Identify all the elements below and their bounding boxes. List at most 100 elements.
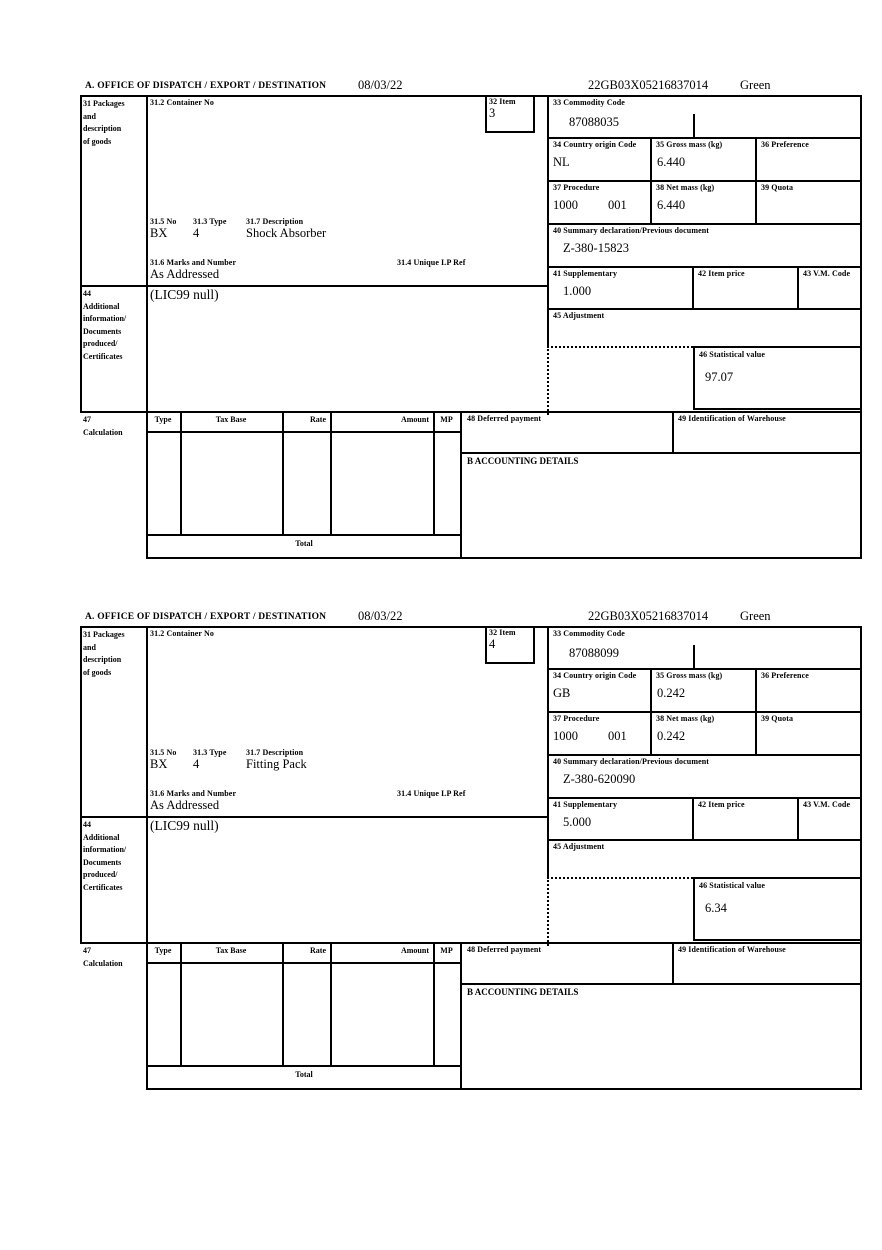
grid-line bbox=[330, 942, 332, 1065]
label-line: information/ bbox=[83, 314, 127, 323]
commodity-code-label: 33 Commodity Code bbox=[553, 98, 625, 107]
grid-line bbox=[547, 266, 862, 268]
grid-line bbox=[547, 626, 549, 879]
supplementary-value: 1.000 bbox=[563, 284, 592, 298]
additional-info-label: 44 Additional information/ Documents pro… bbox=[83, 288, 126, 363]
grid-line bbox=[692, 797, 694, 839]
item-price-label: 42 Item price bbox=[698, 269, 745, 278]
package-no-value: BX bbox=[150, 757, 168, 771]
grid-line bbox=[461, 983, 862, 985]
country-origin-label: 34 Country origin Code bbox=[553, 671, 637, 680]
procedure-label: 37 Procedure bbox=[553, 714, 600, 723]
grid-line bbox=[860, 626, 862, 1090]
label-line: Documents bbox=[83, 857, 122, 867]
gross-mass-value: 6.440 bbox=[657, 155, 686, 169]
grid-line bbox=[547, 180, 862, 182]
additional-info-value: (LIC99 null) bbox=[150, 818, 219, 833]
grid-line bbox=[433, 942, 435, 1065]
grid-line bbox=[146, 1065, 462, 1067]
grid-line bbox=[80, 942, 862, 944]
office-of-dispatch-label: A. OFFICE OF DISPATCH / EXPORT / DESTINA… bbox=[85, 612, 327, 622]
country-origin-label: 34 Country origin Code bbox=[553, 140, 637, 149]
grid-line bbox=[80, 411, 862, 413]
net-mass-value: 6.440 bbox=[657, 198, 686, 212]
quota-label: 39 Quota bbox=[761, 714, 794, 723]
grid-line bbox=[693, 877, 695, 941]
supplementary-label: 41 Supplementary bbox=[553, 800, 618, 809]
grid-line bbox=[797, 797, 799, 839]
grid-line bbox=[547, 754, 862, 756]
grid-line bbox=[797, 266, 799, 308]
calc-total-label: Total bbox=[295, 1070, 313, 1079]
grid-line bbox=[460, 411, 462, 559]
container-no-label: 31.2 Container No bbox=[150, 629, 214, 638]
grid-line bbox=[547, 308, 862, 310]
marks-label: 31.6 Marks and Number bbox=[150, 789, 237, 798]
label-line: of goods bbox=[83, 667, 112, 677]
grid-line bbox=[80, 285, 547, 287]
dotted-line bbox=[547, 877, 549, 946]
label-line: 44 bbox=[83, 289, 91, 298]
grid-line bbox=[485, 662, 535, 664]
label-line: Calculation bbox=[83, 427, 123, 437]
grid-line bbox=[485, 131, 535, 133]
procedure-value: 1000 bbox=[553, 198, 578, 212]
grid-line bbox=[533, 626, 535, 664]
net-mass-label: 38 Net mass (kg) bbox=[656, 714, 715, 723]
label-line: description bbox=[83, 124, 122, 133]
grid-line bbox=[80, 816, 547, 818]
preference-label: 36 Preference bbox=[761, 671, 809, 680]
label-line: Additional bbox=[83, 832, 120, 842]
package-type-value: 4 bbox=[193, 757, 200, 771]
quota-label: 39 Quota bbox=[761, 183, 794, 192]
marks-value: As Addressed bbox=[150, 798, 220, 812]
previous-document-value: Z-380-620090 bbox=[563, 772, 636, 786]
package-no-value: BX bbox=[150, 226, 168, 240]
package-no-label: 31.5 No bbox=[150, 217, 177, 226]
declaration-date: 08/03/22 bbox=[358, 609, 403, 623]
item-price-label: 42 Item price bbox=[698, 800, 745, 809]
warehouse-id-label: 49 Identification of Warehouse bbox=[678, 414, 786, 423]
country-origin-value: GB bbox=[553, 686, 571, 700]
procedure-label: 37 Procedure bbox=[553, 183, 600, 192]
grid-line bbox=[755, 137, 757, 223]
grid-line bbox=[146, 95, 148, 559]
label-line: Calculation bbox=[83, 958, 123, 968]
grid-line bbox=[80, 95, 862, 97]
accounting-details-label: B ACCOUNTING DETAILS bbox=[467, 456, 579, 466]
calc-header-rate: Rate bbox=[310, 946, 326, 955]
grid-line bbox=[146, 557, 862, 559]
office-of-dispatch-label: A. OFFICE OF DISPATCH / EXPORT / DESTINA… bbox=[85, 81, 327, 91]
container-no-label: 31.2 Container No bbox=[150, 98, 214, 107]
label-line: Certificates bbox=[83, 882, 123, 892]
label-line: and bbox=[83, 111, 96, 121]
description-value: Shock Absorber bbox=[246, 226, 327, 240]
net-mass-label: 38 Net mass (kg) bbox=[656, 183, 715, 192]
grid-line bbox=[650, 668, 652, 754]
statistical-value-label: 46 Statistical value bbox=[699, 350, 765, 359]
calc-total-label: Total bbox=[295, 539, 313, 548]
gross-mass-value: 0.242 bbox=[657, 686, 686, 700]
marks-value: As Addressed bbox=[150, 267, 220, 281]
adjustment-label: 45 Adjustment bbox=[553, 842, 605, 851]
label-line: 31 Packages bbox=[83, 630, 125, 639]
grid-line bbox=[672, 942, 674, 983]
grid-line bbox=[693, 346, 862, 348]
grid-line bbox=[693, 408, 862, 410]
calculation-label: 47 Calculation bbox=[83, 945, 123, 970]
deferred-payment-label: 48 Deferred payment bbox=[467, 414, 542, 423]
grid-line bbox=[485, 626, 487, 664]
gross-mass-label: 35 Gross mass (kg) bbox=[656, 671, 723, 680]
vm-code-label: 43 V.M. Code bbox=[803, 800, 851, 809]
previous-document-label: 40 Summary declaration/Previous document bbox=[553, 757, 710, 766]
package-type-label: 31.3 Type bbox=[193, 217, 227, 226]
unique-lp-ref-label: 31.4 Unique LP Ref bbox=[397, 789, 466, 798]
grid-line bbox=[547, 668, 862, 670]
commodity-code-value: 87088099 bbox=[569, 646, 619, 660]
packages-description-label: 31 Packages and description of goods bbox=[83, 98, 125, 148]
calc-header-amount: Amount bbox=[400, 946, 429, 955]
net-mass-value: 0.242 bbox=[657, 729, 686, 743]
label-line: 47 bbox=[83, 415, 91, 424]
vm-code-label: 43 V.M. Code bbox=[803, 269, 851, 278]
label-line: 31 Packages bbox=[83, 99, 125, 108]
